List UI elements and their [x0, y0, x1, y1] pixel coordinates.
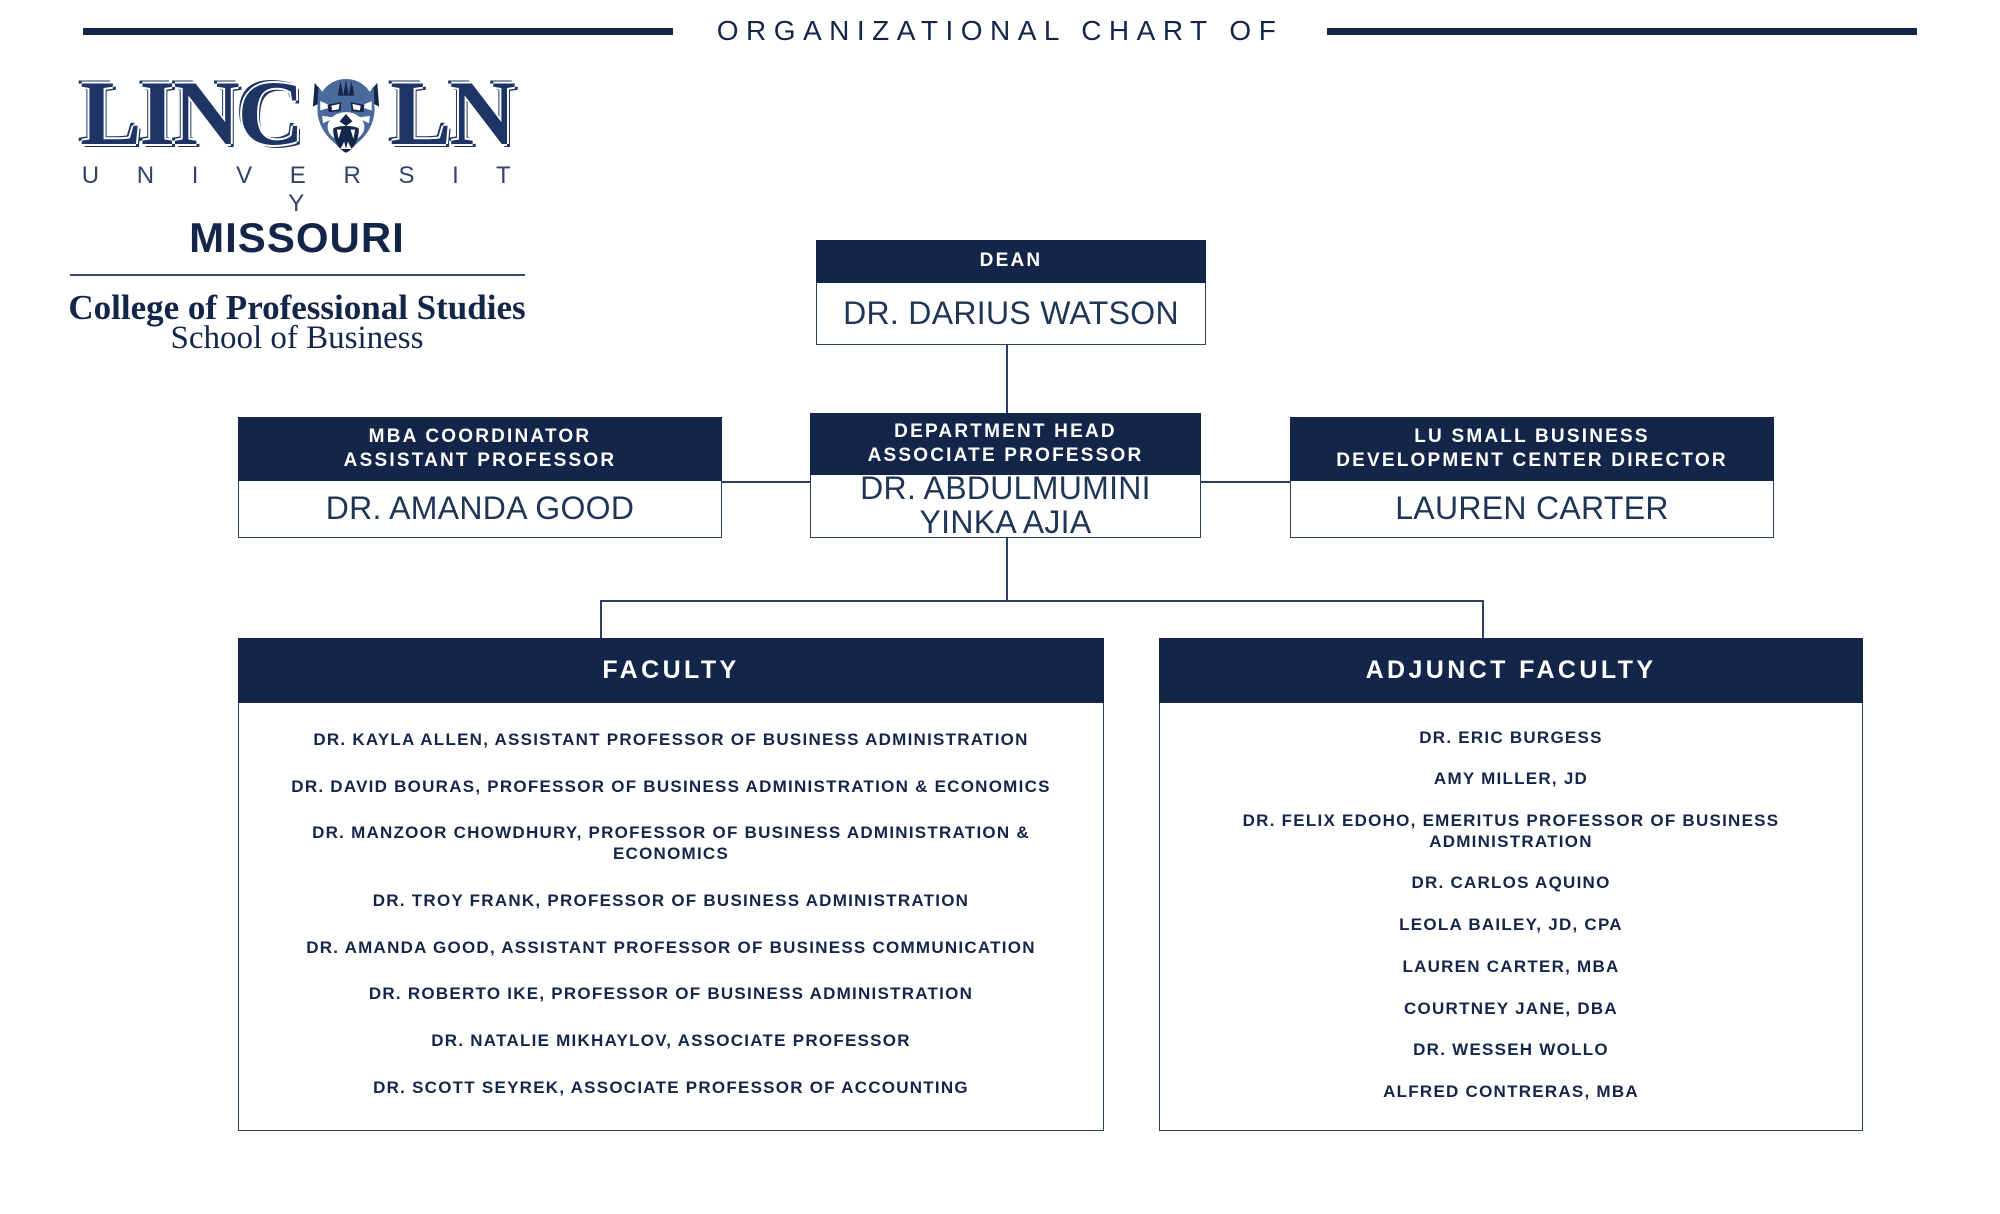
- list-item: DR. KAYLA ALLEN, ASSISTANT PROFESSOR OF …: [313, 730, 1029, 749]
- tiger-head-icon: [300, 68, 392, 160]
- node-sbdc-director-title-line2: DEVELOPMENT CENTER DIRECTOR: [1336, 450, 1728, 471]
- node-mba-coordinator-name: DR. AMANDA GOOD: [238, 481, 722, 538]
- logo-university-text: U N I V E R S I T Y: [81, 162, 527, 217]
- connector-bus-to-adjunct: [1482, 600, 1484, 638]
- panel-adjunct-faculty: ADJUNCT FACULTY DR. ERIC BURGESS AMY MIL…: [1159, 638, 1863, 1131]
- list-item: DR. AMANDA GOOD, ASSISTANT PROFESSOR OF …: [306, 937, 1036, 957]
- list-item: DR. SCOTT SEYREK, ASSOCIATE PROFESSOR OF…: [373, 1077, 969, 1097]
- panel-faculty: FACULTY DR. KAYLA ALLEN, ASSISTANT PROFE…: [238, 638, 1104, 1131]
- lincoln-university-logo: LINC: [62, 62, 532, 356]
- logo-wordmark-part1: LINC: [80, 62, 304, 165]
- list-item: COURTNEY JANE, DBA: [1404, 998, 1618, 1018]
- list-item: DR. DAVID BOURAS, PROFESSOR OF BUSINESS …: [291, 776, 1051, 796]
- node-department-head-title-line2: ASSOCIATE PROFESSOR: [867, 445, 1144, 466]
- node-department-head[interactable]: DEPARTMENT HEAD ASSOCIATE PROFESSOR DR. …: [810, 413, 1201, 540]
- node-dean-name: DR. DARIUS WATSON: [816, 283, 1206, 345]
- list-item: DR. TROY FRANK, PROFESSOR OF BUSINESS AD…: [372, 890, 970, 910]
- panel-faculty-list: DR. KAYLA ALLEN, ASSISTANT PROFESSOR OF …: [238, 703, 1104, 1131]
- logo-state-text: MISSOURI: [189, 214, 405, 261]
- logo-wordmark: LINC: [62, 62, 532, 165]
- list-item: DR. CARLOS AQUINO: [1411, 873, 1611, 893]
- page-header: ORGANIZATIONAL CHART OF: [0, 0, 2000, 62]
- panel-adjunct-faculty-title: ADJUNCT FACULTY: [1159, 638, 1863, 703]
- connector-dept-head-drop: [1006, 538, 1008, 602]
- node-mba-coordinator-title-line2: ASSISTANT PROFESSOR: [343, 450, 617, 471]
- connector-bus-to-faculty: [600, 600, 602, 638]
- page-title: ORGANIZATIONAL CHART OF: [716, 15, 1284, 46]
- node-sbdc-director-title-line1: LU SMALL BUSINESS: [1414, 425, 1650, 447]
- connector-dept-head-to-sbdc: [1201, 481, 1290, 483]
- logo-divider: [69, 274, 525, 276]
- list-item: LEOLA BAILEY, JD, CPA: [1399, 915, 1623, 935]
- list-item: DR. NATALIE MIKHAYLOV, ASSOCIATE PROFESS…: [431, 1031, 911, 1051]
- list-item: DR. WESSEH WOLLO: [1413, 1040, 1609, 1060]
- logo-college-text: College of Professional Studies: [68, 288, 526, 327]
- connector-dept-head-to-mba: [722, 481, 810, 483]
- node-sbdc-director-title: LU SMALL BUSINESS DEVELOPMENT CENTER DIR…: [1290, 417, 1774, 481]
- connector-dean-to-dept-head: [1006, 345, 1008, 421]
- list-item: AMY MILLER, JD: [1433, 769, 1589, 789]
- node-dean-title: DEAN: [816, 240, 1206, 283]
- list-item: DR. ERIC BURGESS: [1419, 727, 1603, 747]
- list-item: DR. FELIX EDOHO, EMERITUS PROFESSOR OF B…: [1242, 810, 1780, 851]
- node-sbdc-director-name-text: LAUREN CARTER: [1395, 490, 1669, 527]
- node-mba-coordinator-title: MBA COORDINATOR ASSISTANT PROFESSOR: [238, 417, 722, 481]
- connector-bus: [600, 600, 1484, 602]
- node-department-head-name-text: DR. ABDULMUMINI YINKA AJIA: [860, 470, 1151, 540]
- header-rule-left: [82, 27, 673, 35]
- node-sbdc-director[interactable]: LU SMALL BUSINESS DEVELOPMENT CENTER DIR…: [1290, 417, 1774, 538]
- node-dean-name-text: DR. DARIUS WATSON: [843, 294, 1179, 331]
- node-mba-coordinator[interactable]: MBA COORDINATOR ASSISTANT PROFESSOR DR. …: [238, 417, 722, 538]
- node-dean-title-text: DEAN: [979, 250, 1043, 272]
- panel-adjunct-faculty-list: DR. ERIC BURGESS AMY MILLER, JD DR. FELI…: [1159, 703, 1863, 1131]
- logo-school-text: School of Business: [170, 320, 424, 356]
- node-sbdc-director-name: LAUREN CARTER: [1290, 481, 1774, 538]
- node-mba-coordinator-name-text: DR. AMANDA GOOD: [325, 490, 635, 527]
- list-item: DR. ROBERTO IKE, PROFESSOR OF BUSINESS A…: [368, 984, 974, 1004]
- list-item: DR. MANZOOR CHOWDHURY, PROFESSOR OF BUSI…: [312, 823, 1030, 864]
- node-department-head-title: DEPARTMENT HEAD ASSOCIATE PROFESSOR: [810, 413, 1201, 475]
- node-mba-coordinator-title-line1: MBA COORDINATOR: [368, 425, 592, 447]
- list-item: LAUREN CARTER, MBA: [1402, 956, 1620, 976]
- node-dean[interactable]: DEAN DR. DARIUS WATSON: [816, 240, 1206, 345]
- header-rule-right: [1327, 27, 1918, 35]
- list-item: ALFRED CONTRERAS, MBA: [1383, 1082, 1639, 1102]
- logo-wordmark-part2: LN: [390, 62, 516, 165]
- node-department-head-title-line1: DEPARTMENT HEAD: [894, 420, 1117, 442]
- panel-faculty-title: FACULTY: [238, 638, 1104, 703]
- node-department-head-name: DR. ABDULMUMINI YINKA AJIA: [810, 470, 1201, 540]
